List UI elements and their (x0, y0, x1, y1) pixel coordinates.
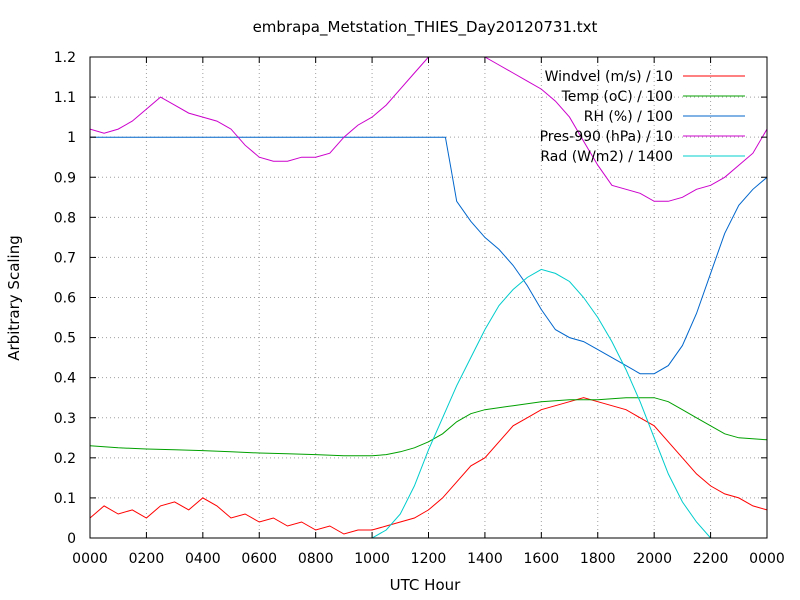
series-line-3 (90, 57, 767, 202)
legend-label-3: Pres-990 (hPa) / 10 (540, 129, 673, 145)
y-tick-label: 0.5 (54, 331, 76, 347)
x-tick-label: 0200 (129, 551, 165, 567)
y-tick-label: 0.1 (54, 491, 76, 507)
x-tick-label: 2200 (693, 551, 729, 567)
y-tick-label: 0.4 (54, 371, 76, 387)
x-tick-label: 0800 (298, 551, 334, 567)
legend-label-2: RH (%) / 100 (584, 109, 673, 125)
x-tick-label: 1400 (467, 551, 503, 567)
y-tick-label: 0.2 (54, 451, 76, 467)
y-tick-label: 0.3 (54, 411, 76, 427)
series-line-4 (90, 268, 767, 538)
plot-series (90, 57, 767, 538)
x-tick-label: 0000 (72, 551, 108, 567)
y-tick-label: 0.7 (54, 250, 76, 266)
x-tick-label: 1600 (524, 551, 560, 567)
series-line-0 (90, 397, 767, 535)
legend-label-1: Temp (oC) / 100 (561, 89, 673, 105)
chart-title: embrapa_Metstation_THIES_Day20120731.txt (253, 18, 598, 37)
x-tick-label: 0000 (749, 551, 785, 567)
y-tick-label: 1.1 (54, 90, 76, 106)
legend-label-4: Rad (W/m2) / 1400 (540, 149, 673, 165)
x-tick-label: 2000 (636, 551, 672, 567)
series-line-2 (90, 136, 767, 375)
x-tick-label: 0400 (185, 551, 221, 567)
y-tick-label: 1 (67, 130, 76, 146)
y-tick-label: 0.9 (54, 170, 76, 186)
legend: Windvel (m/s) / 10 Temp (oC) / 100 RH (%) … (540, 69, 745, 165)
x-tick-label: 1200 (411, 551, 447, 567)
y-tick-label: 1.2 (54, 50, 76, 66)
axis-ticks: 0000 0200 0400 0600 0800 1000 1200 1400 1600 1800… (54, 50, 785, 567)
series-line-1 (90, 397, 767, 457)
x-tick-label: 1800 (580, 551, 616, 567)
legend-label-0: Windvel (m/s) / 10 (545, 69, 673, 85)
y-tick-label: 0 (67, 531, 76, 547)
x-tick-label: 1000 (354, 551, 390, 567)
y-tick-label: 0.8 (54, 210, 76, 226)
x-axis-label: UTC Hour (390, 576, 461, 594)
y-tick-label: 0.6 (54, 291, 76, 307)
x-tick-label: 0600 (241, 551, 277, 567)
y-axis-label: Arbitrary Scaling (5, 235, 23, 361)
